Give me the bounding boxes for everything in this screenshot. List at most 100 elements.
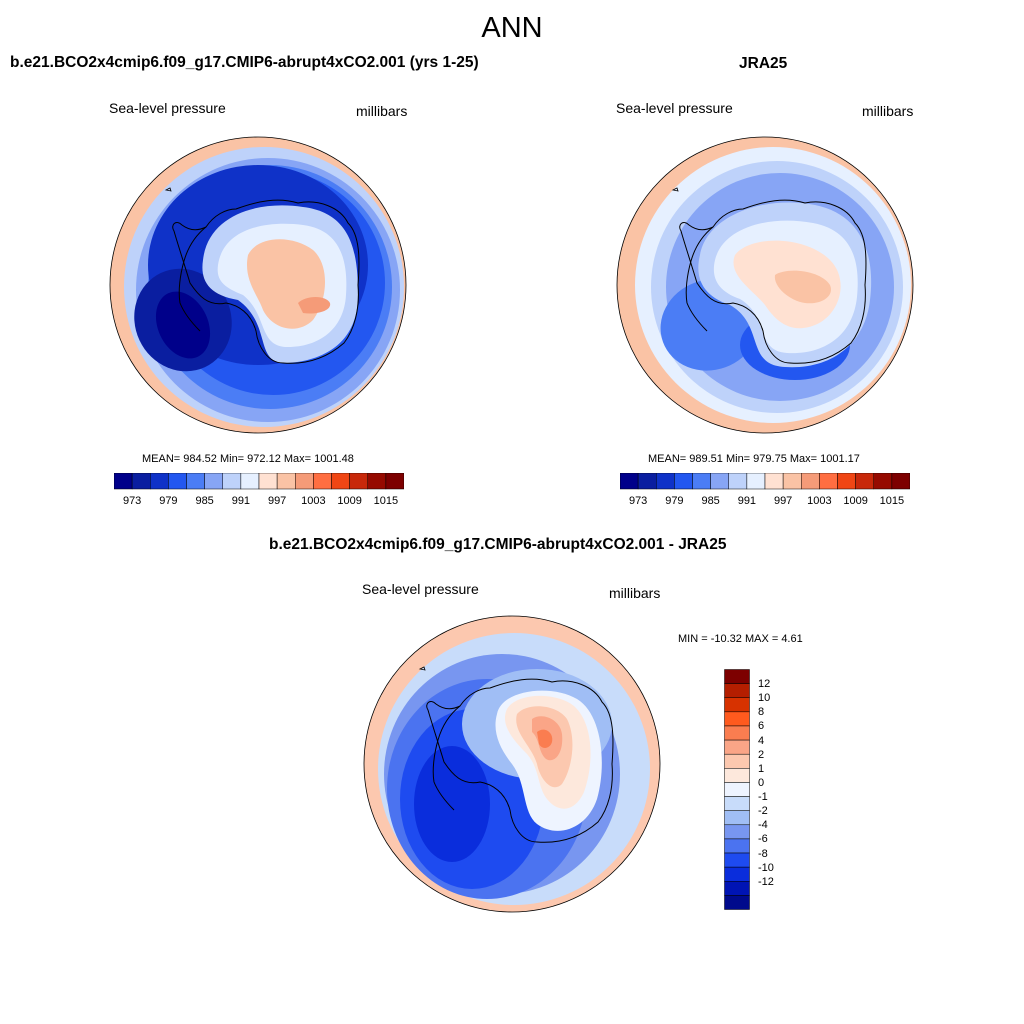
- panel-1-title: b.e21.BCO2x4cmip6.f09_g17.CMIP6-abrupt4x…: [10, 54, 479, 71]
- jra25-polar-map: [616, 136, 914, 434]
- colorbar-swatch: [837, 473, 856, 490]
- colorbar-swatch: [724, 669, 750, 684]
- map-boundary: [109, 136, 407, 434]
- map-boundary: [616, 136, 914, 434]
- island-coastline: [671, 187, 679, 192]
- island-coastline: [418, 666, 426, 671]
- antarctica-coastline: [426, 678, 614, 843]
- difference-colorbar: 12 10 8 6 4 2 1 0 -1 -2 -4 -6 -8 -10 -12: [724, 669, 784, 911]
- contour-region: [414, 746, 490, 862]
- colorbar-tick-label: 1003: [301, 495, 326, 507]
- colorbar-swatch: [367, 473, 387, 490]
- difference-polar-map: [363, 615, 661, 913]
- colorbar-swatch: [855, 473, 874, 490]
- antarctic-peninsula-coastline: [178, 226, 207, 332]
- colorbar-tick-label: 12: [758, 678, 771, 691]
- colorbar-tick-label: 2: [758, 748, 765, 761]
- colorbar-swatch: [114, 473, 133, 490]
- colorbar-tick-label: 991: [231, 495, 251, 507]
- contour-region: [298, 297, 331, 314]
- antarctica-coastline: [679, 199, 867, 364]
- colorbar-swatch: [385, 473, 404, 490]
- colorbar-tick-label: -12: [758, 875, 774, 888]
- colorbar-swatch: [724, 796, 750, 811]
- colorbar-swatch: [204, 473, 223, 490]
- colorbar-swatch: [168, 473, 187, 490]
- colorbar-tick-label: 10: [758, 692, 771, 705]
- panel-2-stats: MEAN= 989.51 Min= 979.75 Max= 1001.17: [648, 453, 860, 465]
- colorbar-swatch: [150, 473, 169, 490]
- colorbar-swatch: [710, 473, 729, 490]
- island-coastline: [110, 221, 117, 241]
- contour-region: [774, 270, 831, 304]
- colorbar-swatch: [724, 881, 750, 896]
- colorbar-swatch: [724, 739, 750, 755]
- colorbar-swatch: [724, 810, 750, 826]
- colorbar-tick-label: 985: [195, 495, 214, 507]
- colorbar-swatch: [131, 473, 151, 490]
- panel-3-title: b.e21.BCO2x4cmip6.f09_g17.CMIP6-abrupt4x…: [269, 536, 727, 553]
- colorbar-swatch: [637, 473, 657, 490]
- colorbar-tick-label: 991: [737, 495, 757, 507]
- colorbar-swatch: [674, 473, 693, 490]
- colorbar-tick-label: 979: [665, 495, 684, 507]
- colorbar-swatch: [891, 473, 910, 490]
- colorbar-swatch: [782, 473, 802, 490]
- panel-1-units-label: millibars: [356, 103, 408, 119]
- colorbar-tick-label: 973: [628, 495, 648, 507]
- colorbar-tick-label: -4: [758, 819, 768, 832]
- colorbar-tick-label: 1009: [843, 495, 868, 507]
- colorbar-swatch: [620, 473, 639, 490]
- contour-region: [155, 291, 211, 359]
- colorbar-swatch: [295, 473, 314, 490]
- colorbar-swatch: [724, 753, 750, 769]
- colorbar-tick-label: 1: [758, 762, 765, 775]
- island-coastline: [617, 221, 624, 241]
- colorbar-tick-label: 0: [758, 776, 765, 789]
- panel-1-variable-label: Sea-level pressure: [109, 100, 226, 116]
- colorbar-swatch: [313, 473, 332, 490]
- colorbar-swatch: [240, 473, 260, 490]
- panel-3-stats: MIN = -10.32 MAX = 4.61: [678, 633, 803, 645]
- colorbar-tick-label: 1015: [373, 495, 399, 507]
- colorbar-tick-label: 8: [758, 706, 765, 719]
- figure-title: ANN: [481, 12, 543, 44]
- antarctic-peninsula-coastline: [685, 226, 714, 332]
- panel-1-colorbar: 973 979 985 991 997 1003 1009 1015: [114, 473, 404, 515]
- colorbar-swatch: [724, 683, 750, 698]
- colorbar-tick-label: 4: [758, 734, 765, 747]
- colorbar-tick-label: 997: [773, 495, 793, 507]
- colorbar-tick-label: -6: [758, 833, 768, 846]
- colorbar-swatch: [873, 473, 893, 490]
- panel-2-colorbar: 973 979 985 991 997 1003 1009 1015: [620, 473, 910, 515]
- panel-2-title: JRA25: [739, 55, 788, 72]
- colorbar-tick-label: -2: [758, 805, 768, 818]
- antarctic-peninsula-coastline: [432, 705, 461, 811]
- colorbar-swatch: [724, 838, 750, 854]
- panel-3-units-label: millibars: [609, 585, 661, 601]
- antarctica-coastline: [172, 199, 360, 364]
- panel-1-stats: MEAN= 984.52 Min= 972.12 Max= 1001.48: [142, 453, 354, 465]
- colorbar-tick-label: -1: [758, 791, 768, 804]
- colorbar-swatch: [819, 473, 838, 490]
- colorbar-swatch: [724, 711, 750, 727]
- colorbar-swatch: [724, 725, 750, 741]
- colorbar-tick-label: 1015: [879, 495, 905, 507]
- island-coastline: [164, 187, 172, 192]
- colorbar-swatch: [186, 473, 205, 490]
- colorbar-swatch: [724, 852, 750, 868]
- colorbar-swatch: [692, 473, 711, 490]
- colorbar-swatches: [724, 669, 750, 910]
- colorbar-swatch: [724, 895, 750, 910]
- colorbar-swatch: [258, 473, 278, 490]
- colorbar-swatch: [276, 473, 296, 490]
- colorbar-tick-label: 1003: [807, 495, 832, 507]
- panel-3-variable-label: Sea-level pressure: [362, 581, 479, 597]
- colorbar-tick-label: 979: [159, 495, 178, 507]
- colorbar-swatch: [724, 782, 750, 797]
- colorbar-tick-label: -10: [758, 861, 774, 874]
- colorbar-swatch: [724, 768, 750, 783]
- colorbar-swatch: [656, 473, 675, 490]
- colorbar-tick-label: 973: [122, 495, 142, 507]
- colorbar-swatch: [801, 473, 820, 490]
